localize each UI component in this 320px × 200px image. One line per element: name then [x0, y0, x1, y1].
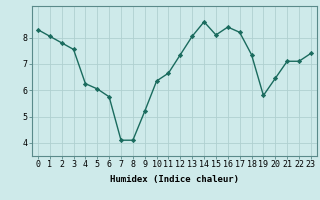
- X-axis label: Humidex (Indice chaleur): Humidex (Indice chaleur): [110, 175, 239, 184]
